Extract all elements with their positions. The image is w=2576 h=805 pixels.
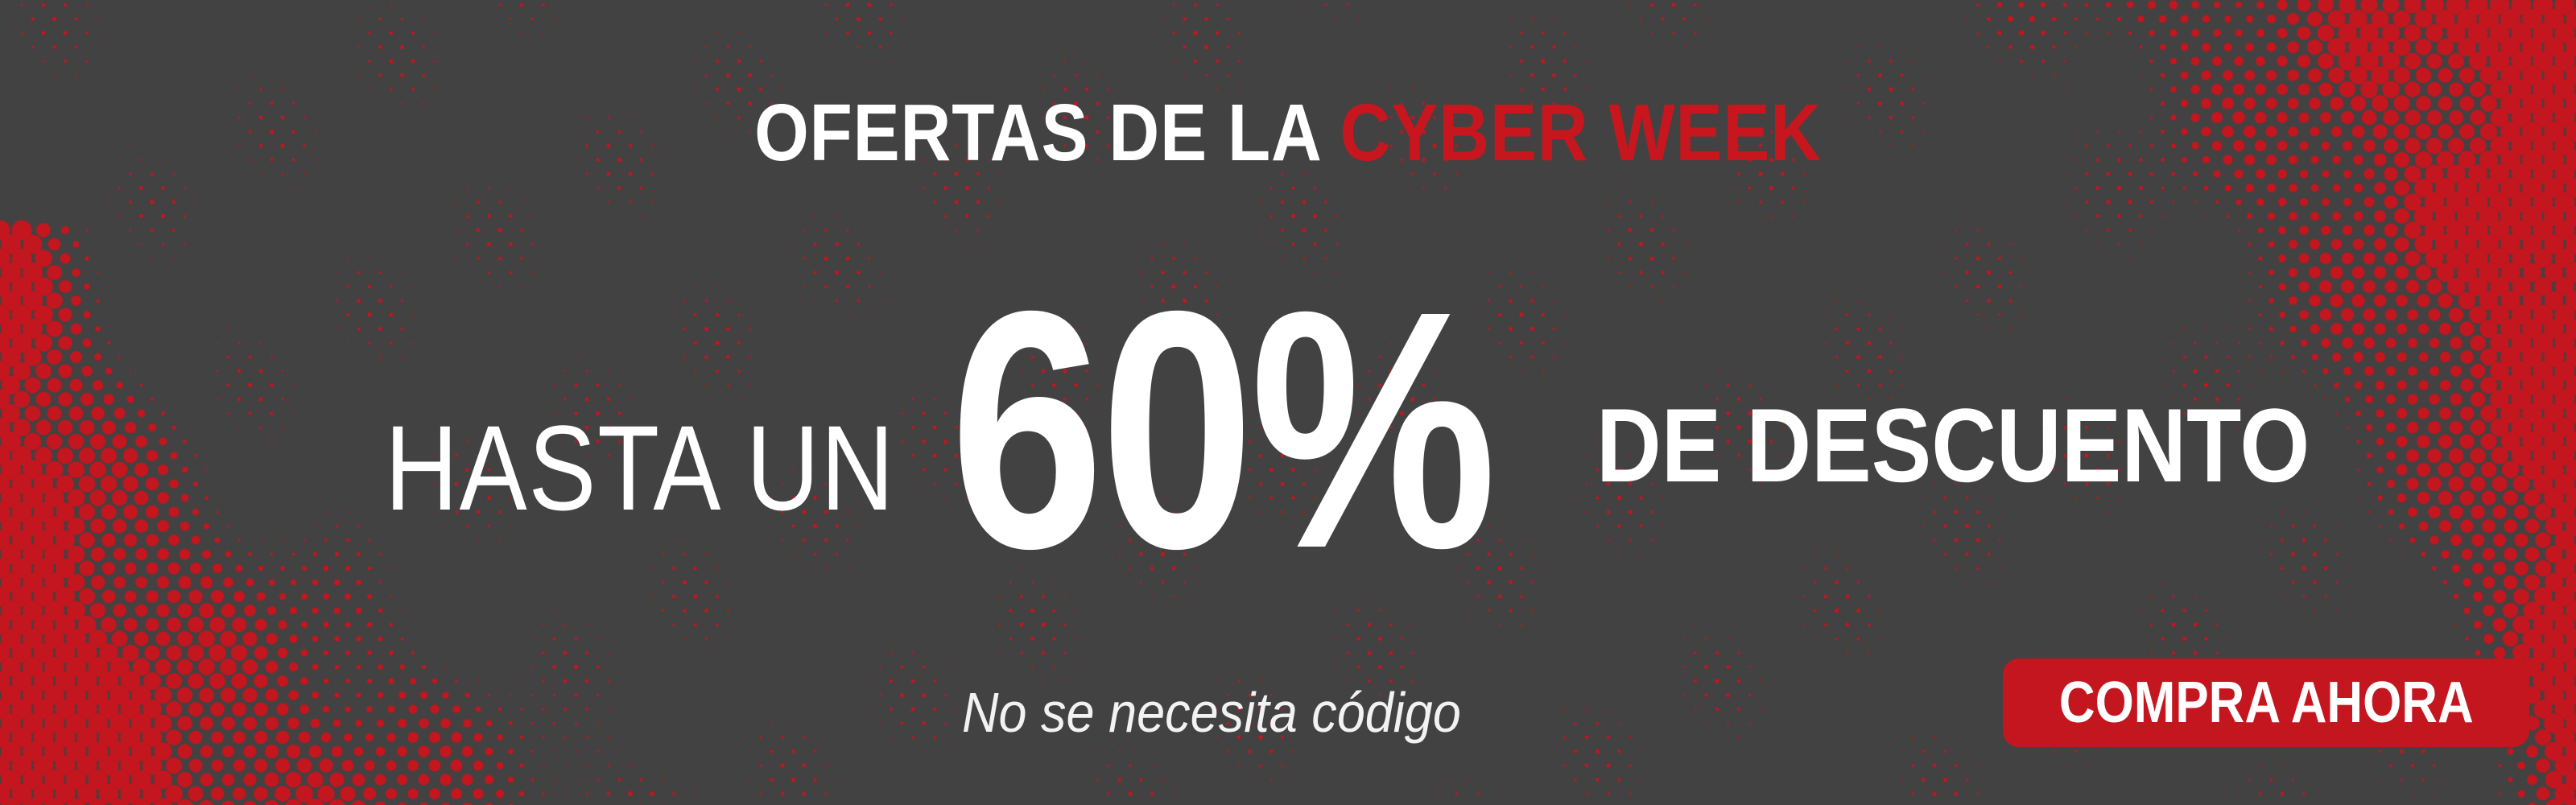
headline-prefix: OFERTAS DE LA (754, 88, 1340, 178)
offer-lead: HASTA UN (385, 400, 896, 535)
shop-now-button[interactable]: COMPRA AHORA (2003, 658, 2529, 747)
headline: OFERTAS DE LA CYBER WEEK (0, 87, 2576, 180)
offer-trail: DE DESCUENTO (1596, 386, 2310, 504)
no-code-note: No se necesita código (962, 681, 1461, 744)
discount-value: 60% (950, 242, 1496, 619)
shop-now-label: COMPRA AHORA (2058, 671, 2474, 735)
headline-highlight: CYBER WEEK (1340, 88, 1822, 178)
